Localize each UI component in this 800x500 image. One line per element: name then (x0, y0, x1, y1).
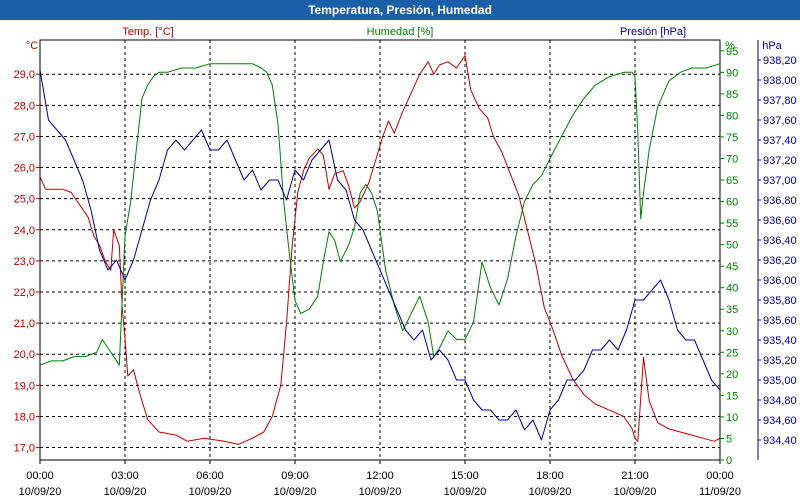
x-tick-time-label: 03:00 (111, 470, 139, 482)
humidity-tick-label: 20 (726, 369, 738, 381)
x-tick-time-label: 09:00 (281, 470, 309, 482)
humidity-axis-title: Humedad [%] (367, 26, 434, 38)
humidity-series-line (39, 63, 721, 366)
pressure-tick-label: 935,80 (763, 295, 797, 307)
pressure-axis-title: Presión [hPa] (620, 26, 686, 38)
pressure-tick-label: 934,60 (763, 415, 797, 427)
x-tick-time-label: 12:00 (366, 470, 394, 482)
pressure-tick-label: 935,40 (763, 335, 797, 347)
pressure-tick-label: 935,00 (763, 375, 797, 387)
temperature-tick-label: 26,0 (14, 163, 35, 175)
temperature-series-line (39, 55, 721, 445)
x-tick-time-label: 00:00 (26, 470, 54, 482)
temperature-tick-label: 29,0 (14, 69, 35, 81)
pressure-tick-label: 938,00 (763, 75, 797, 87)
temperature-unit-label: °C (26, 40, 38, 52)
grid (40, 40, 720, 460)
humidity-tick-label: 75 (726, 132, 738, 144)
humidity-tick-label: 35 (726, 304, 738, 316)
window-title: Temperatura, Presión, Humedad (308, 3, 492, 17)
x-tick-date-label: 10/09/20 (189, 486, 232, 498)
temperature-tick-label: 17,0 (14, 443, 35, 455)
humidity-tick-label: 45 (726, 261, 738, 273)
temperature-axis-title: Temp. [°C] (122, 26, 173, 38)
temperature-tick-label: 24,0 (14, 225, 35, 237)
temperature-tick-label: 18,0 (14, 411, 35, 423)
temperature-tick-label: 19,0 (14, 380, 35, 392)
pressure-unit-label: hPa (762, 40, 782, 52)
x-tick-time-label: 00:00 (706, 470, 734, 482)
temperature-tick-label: 25,0 (14, 194, 35, 206)
temperature-tick-label: 23,0 (14, 256, 35, 268)
x-tick-date-label: 10/09/20 (359, 486, 402, 498)
pressure-tick-label: 935,60 (763, 315, 797, 327)
humidity-tick-label: 15 (726, 390, 738, 402)
humidity-tick-label: 55 (726, 218, 738, 230)
pressure-tick-label: 936,80 (763, 195, 797, 207)
pressure-tick-label: 936,20 (763, 255, 797, 267)
humidity-tick-label: 30 (726, 326, 738, 338)
pressure-tick-label: 938,20 (763, 55, 797, 67)
window-title-bar: Temperatura, Presión, Humedad (0, 0, 800, 20)
x-tick-date-label: 10/09/20 (614, 486, 657, 498)
humidity-tick-label: 80 (726, 110, 738, 122)
temperature-tick-label: 28,0 (14, 100, 35, 112)
pressure-tick-label: 935,20 (763, 355, 797, 367)
humidity-unit-label: % (725, 40, 735, 52)
pressure-tick-label: 936,60 (763, 215, 797, 227)
pressure-tick-label: 934,40 (763, 435, 797, 447)
pressure-tick-label: 934,80 (763, 395, 797, 407)
pressure-tick-label: 937,00 (763, 175, 797, 187)
temperature-tick-label: 21,0 (14, 318, 35, 330)
axes-layer: 00:00 10/09/20 03:00 10/09/20 06:00 10/09/20 0… (14, 40, 797, 498)
humidity-tick-label: 0 (726, 455, 732, 467)
x-tick-date-label: 10/09/20 (19, 486, 62, 498)
humidity-tick-label: 90 (726, 67, 738, 79)
temperature-tick-label: 22,0 (14, 287, 35, 299)
x-tick-date-label: 10/09/20 (104, 486, 147, 498)
humidity-tick-label: 60 (726, 197, 738, 209)
temperature-tick-label: 20,0 (14, 349, 35, 361)
x-tick-time-label: 15:00 (451, 470, 479, 482)
pressure-series-line (39, 69, 721, 441)
chart-canvas: 00:00 10/09/20 03:00 10/09/20 06:00 10/09/20 0… (14, 26, 797, 498)
x-tick-time-label: 06:00 (196, 470, 224, 482)
pressure-tick-label: 936,40 (763, 235, 797, 247)
humidity-tick-label: 95 (726, 46, 738, 58)
pressure-tick-label: 937,40 (763, 135, 797, 147)
series-layer (39, 55, 721, 445)
humidity-tick-label: 50 (726, 240, 738, 252)
x-tick-date-label: 10/09/20 (444, 486, 487, 498)
pressure-tick-label: 937,60 (763, 115, 797, 127)
x-tick-date-label: 11/09/20 (699, 486, 741, 498)
humidity-tick-label: 5 (726, 433, 732, 445)
humidity-tick-label: 70 (726, 153, 738, 165)
humidity-tick-label: 65 (726, 175, 738, 187)
x-tick-time-label: 21:00 (621, 470, 649, 482)
x-tick-date-label: 10/09/20 (274, 486, 317, 498)
temperature-tick-label: 27,0 (14, 131, 35, 143)
x-tick-date-label: 10/09/20 (529, 486, 572, 498)
humidity-tick-label: 10 (726, 412, 738, 424)
humidity-tick-label: 85 (726, 89, 738, 101)
pressure-tick-label: 937,20 (763, 155, 797, 167)
humidity-tick-label: 40 (726, 283, 738, 295)
pressure-tick-label: 937,80 (763, 95, 797, 107)
pressure-tick-label: 936,00 (763, 275, 797, 287)
humidity-tick-label: 25 (726, 347, 738, 359)
x-tick-time-label: 18:00 (536, 470, 564, 482)
